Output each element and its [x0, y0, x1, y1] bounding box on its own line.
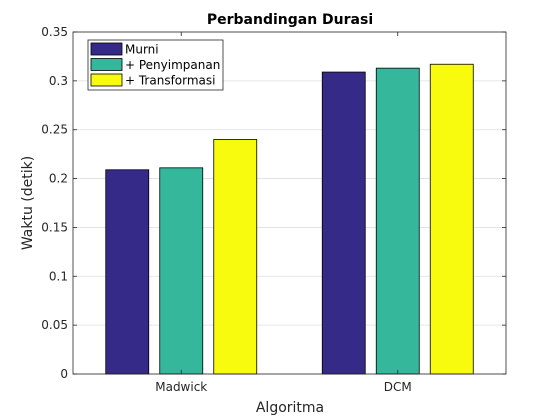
bar-madwick-3 [213, 139, 258, 375]
y-tick-label: 0 [60, 367, 68, 381]
y-tick-label: 0.1 [49, 269, 68, 283]
y-axis-label: Waktu (detik) [20, 156, 36, 250]
legend-swatch [90, 58, 123, 71]
legend-label: + Transformasi [125, 74, 216, 88]
legend-swatch [90, 73, 123, 87]
y-tick-label: 0.05 [41, 318, 68, 332]
y-tick-label: 0.15 [41, 220, 68, 234]
y-tick-label: 0.2 [49, 172, 68, 186]
legend-label: + Penyimpanan [125, 58, 220, 72]
plot-frame [72, 31, 507, 375]
x-axis: Madwick DCM [155, 32, 412, 394]
x-tick-label: Madwick [155, 380, 207, 394]
x-tick-label: DCM [384, 380, 412, 394]
x-axis-label: Algoritma [256, 400, 324, 416]
y-tick-label: 0.25 [41, 123, 68, 137]
legend-swatch [90, 42, 123, 56]
chart-title: Perbandingan Durasi [207, 12, 373, 28]
y-tick-label: 0.3 [49, 74, 68, 88]
legend: Murni+ Penyimpanan + Transformasi [87, 39, 224, 91]
bars [105, 63, 474, 375]
bar-madwick-2 [159, 167, 204, 375]
bar-dcm-1 [321, 71, 366, 375]
bar-dcm-3 [429, 63, 474, 375]
legend-label: Murni [125, 43, 159, 57]
bar-madwick-1 [105, 169, 150, 375]
y-axis: 0 0.05 0.1 0.15 0.2 0.25 0.3 0.35 [41, 25, 506, 381]
bar-dcm-2 [375, 67, 420, 375]
y-tick-label: 0.35 [41, 25, 68, 39]
